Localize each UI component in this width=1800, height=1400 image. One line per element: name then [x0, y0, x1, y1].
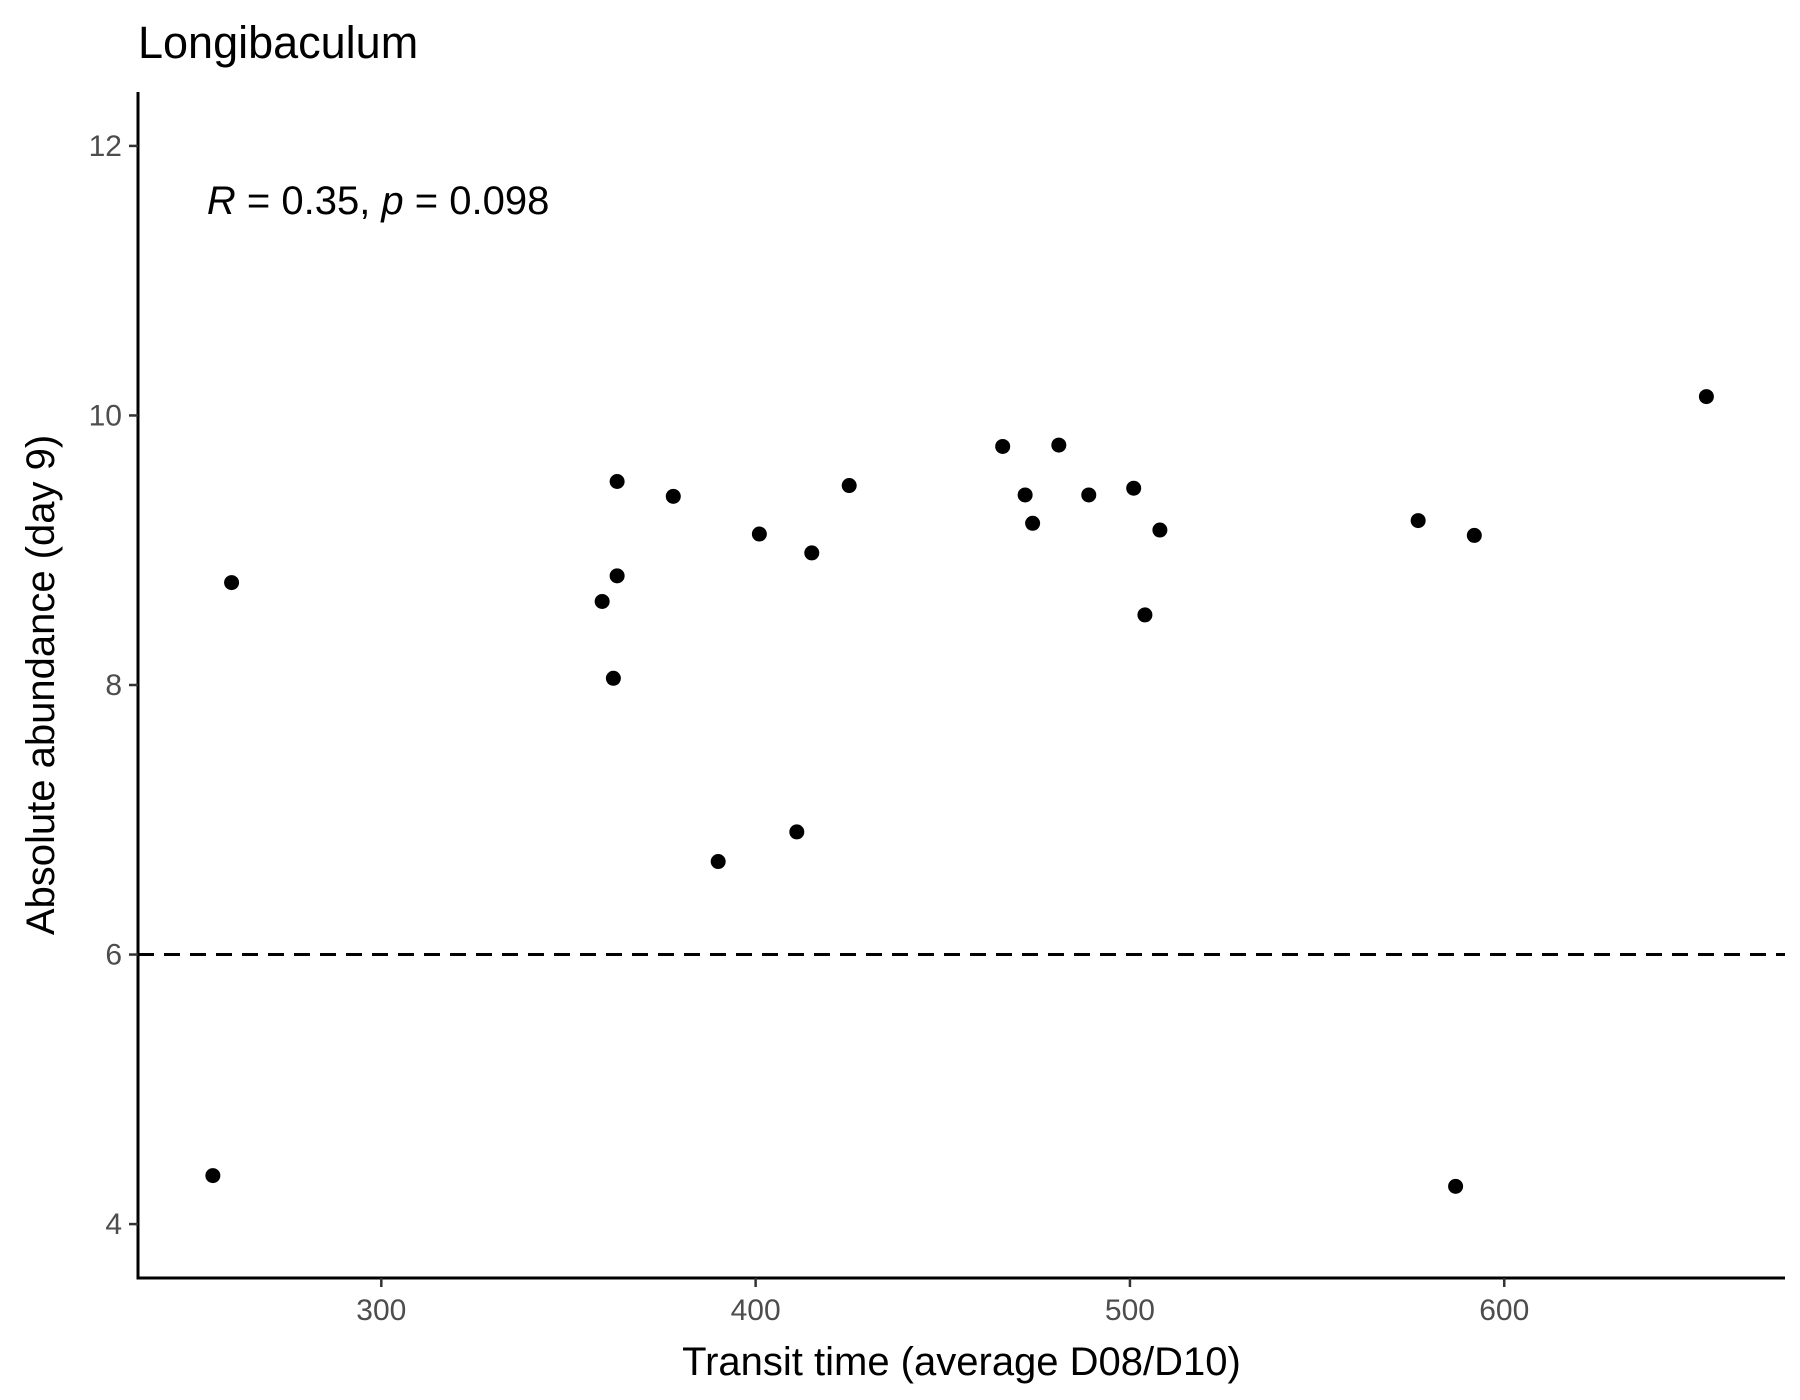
data-point	[205, 1168, 221, 1184]
data-point	[751, 526, 767, 542]
data-point	[1466, 527, 1482, 543]
x-tick-label: 600	[1479, 1294, 1529, 1327]
data-point	[594, 593, 610, 609]
data-point	[224, 575, 240, 591]
data-point	[1137, 607, 1153, 623]
data-point	[710, 854, 726, 870]
data-point	[1081, 487, 1097, 503]
annotation-p-symbol: p	[380, 179, 403, 223]
annotation-r-symbol: R	[207, 179, 236, 223]
data-point	[1698, 389, 1714, 405]
x-tick-label: 500	[1105, 1294, 1155, 1327]
data-point	[1410, 513, 1426, 529]
y-tick-label: 4	[105, 1208, 122, 1241]
data-point	[1152, 522, 1168, 538]
y-tick-label: 12	[89, 130, 122, 163]
y-tick-label: 8	[105, 669, 122, 702]
data-point	[1051, 437, 1067, 453]
data-point	[1017, 487, 1033, 503]
data-point	[665, 488, 681, 504]
y-tick-label: 10	[89, 399, 122, 432]
x-tick-label: 400	[731, 1294, 781, 1327]
axes-layer	[136, 92, 1785, 1280]
y-axis-label: Absolute abundance (day 9)	[19, 435, 63, 935]
y-tick-label: 6	[105, 939, 122, 972]
data-point	[609, 568, 625, 584]
data-point	[1448, 1178, 1464, 1194]
data-point	[609, 473, 625, 489]
data-point	[789, 824, 805, 840]
annotation-r-text: = 0.35,	[236, 179, 382, 223]
chart-title: Longibaculum	[138, 17, 418, 68]
data-point	[1025, 515, 1041, 531]
ticks-layer: 300 400 500 600 4 6 8 10 12	[89, 130, 1530, 1327]
data-point	[804, 545, 820, 561]
data-point	[995, 438, 1011, 454]
data-point	[1126, 480, 1142, 496]
points-layer	[205, 389, 1714, 1194]
correlation-annotation: R = 0.35, p = 0.098	[207, 179, 550, 223]
data-point	[605, 670, 621, 686]
x-axis-label: Transit time (average D08/D10)	[682, 1340, 1241, 1384]
annotation-p-text: = 0.098	[404, 179, 550, 223]
x-tick-label: 300	[356, 1294, 406, 1327]
data-point	[841, 478, 857, 494]
